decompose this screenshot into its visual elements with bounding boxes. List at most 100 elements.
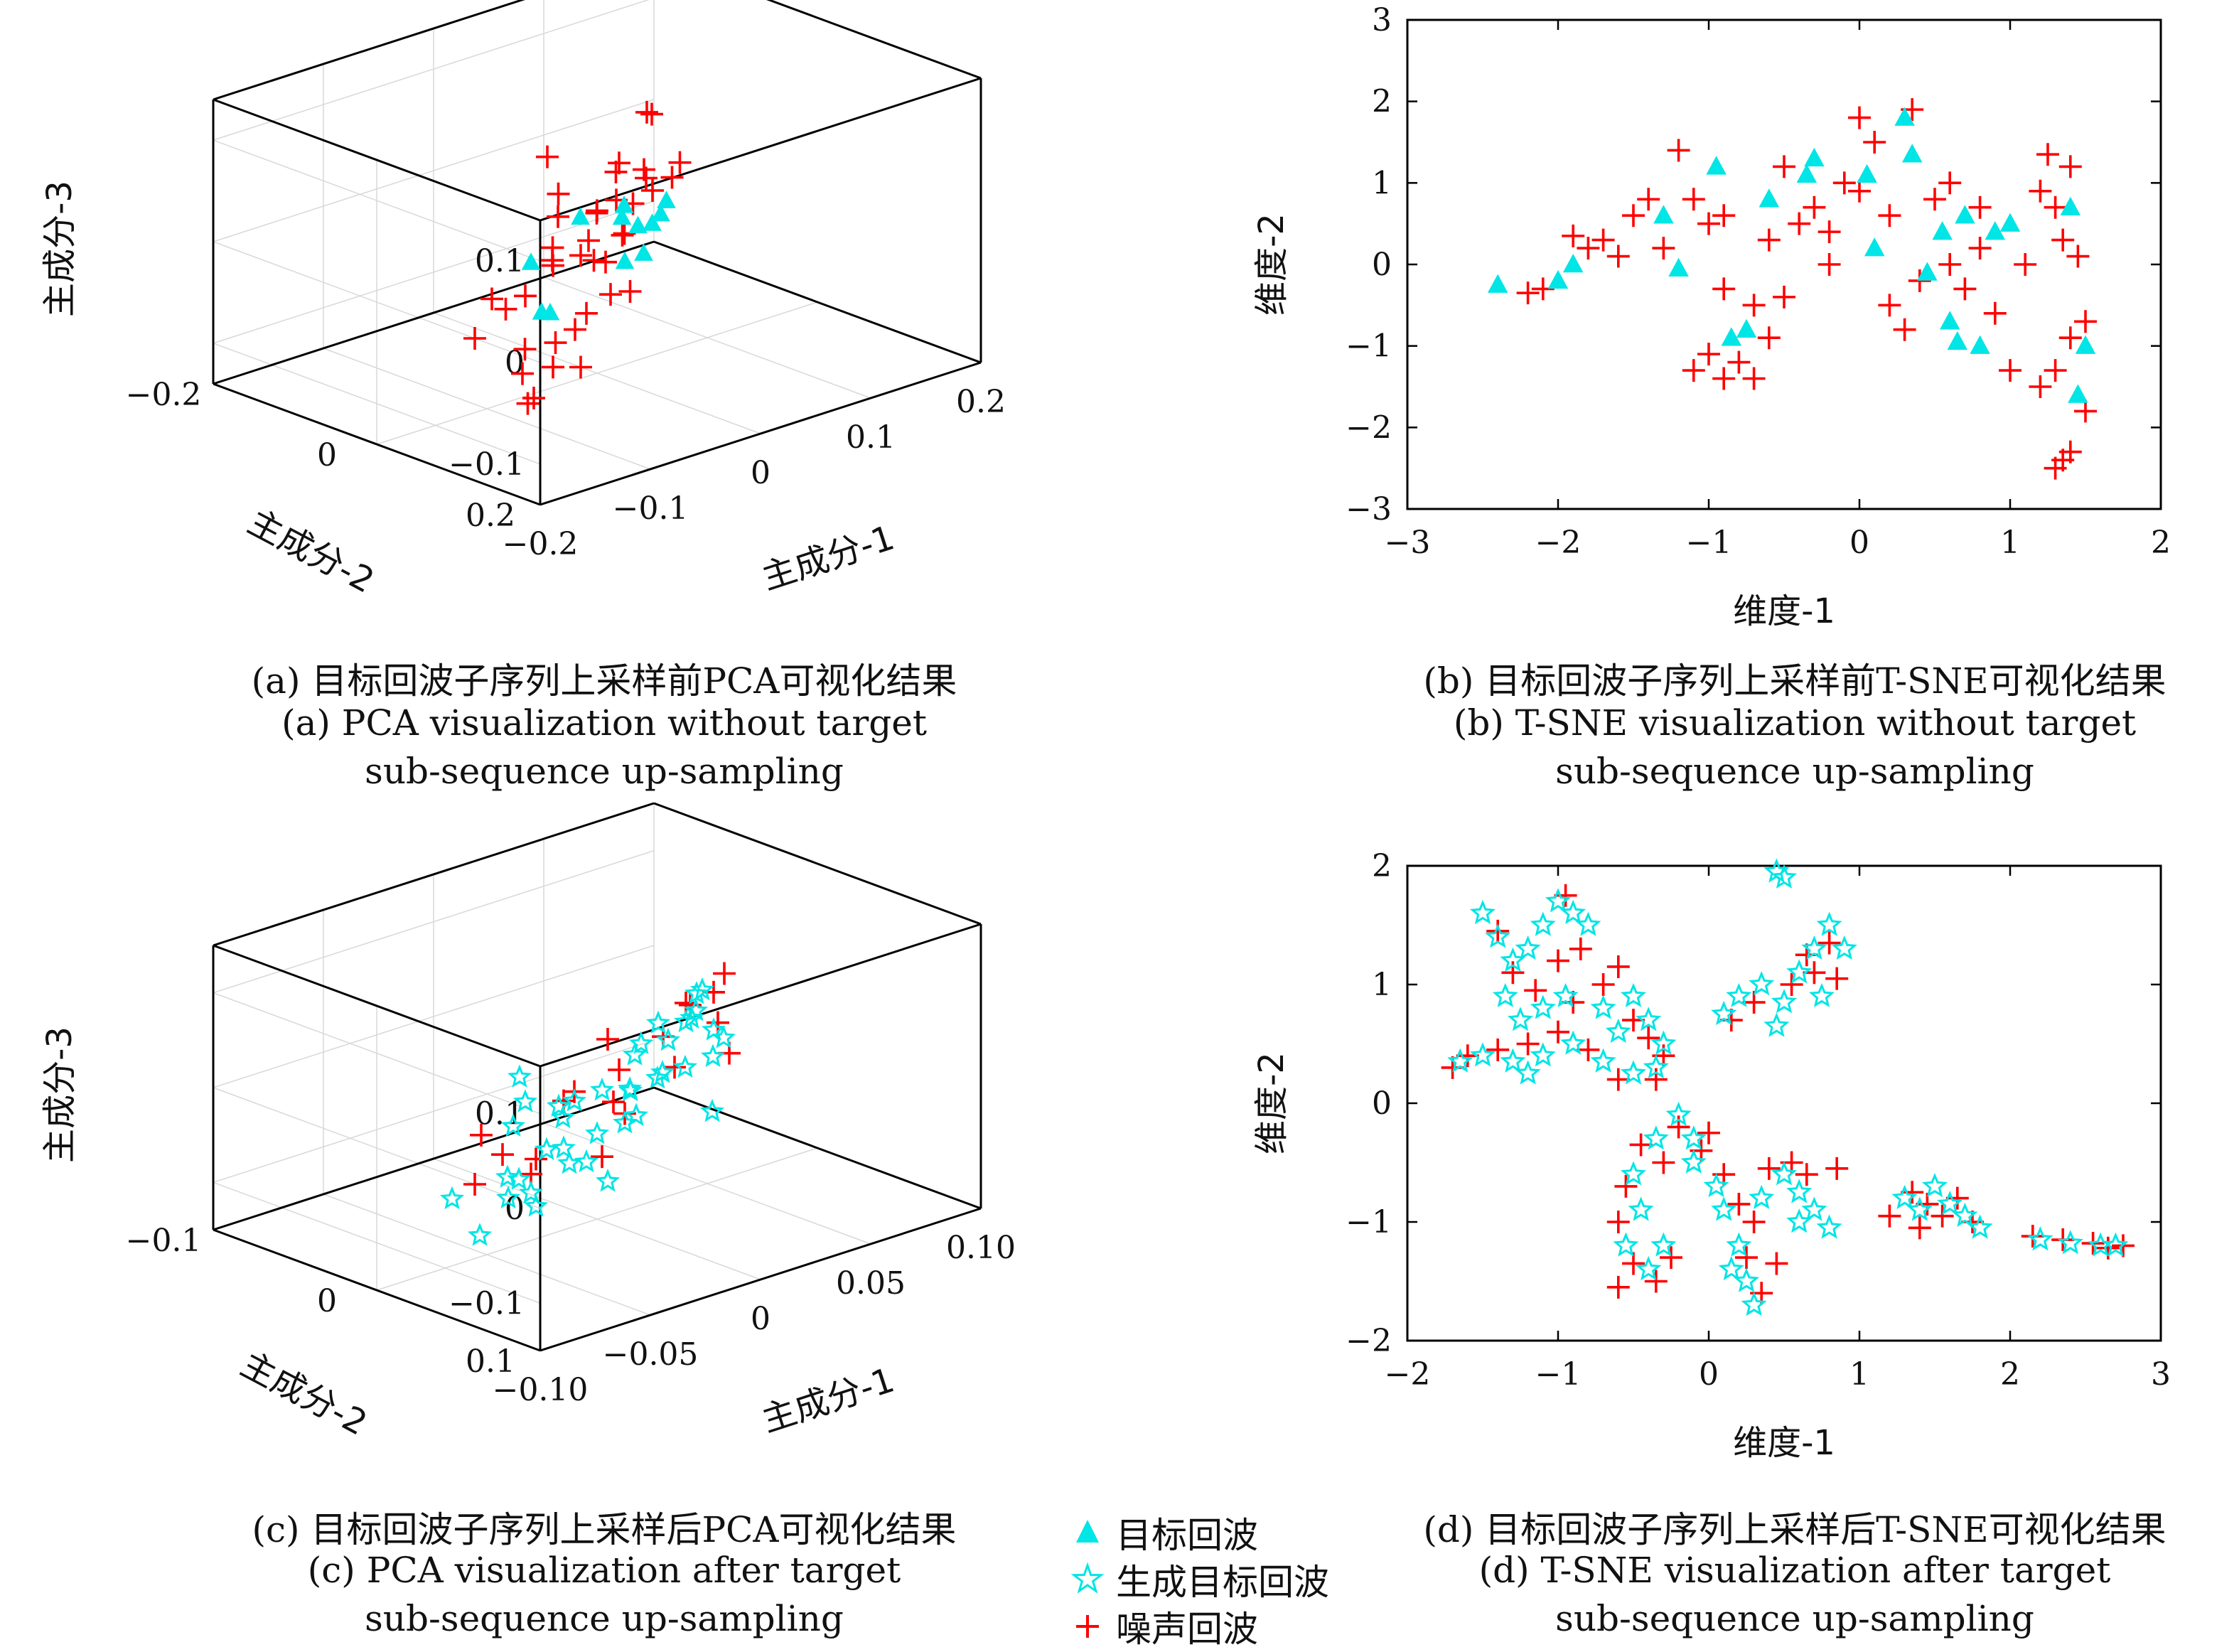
data-point	[550, 1105, 576, 1129]
data-point	[508, 1064, 532, 1088]
data-point	[611, 223, 634, 247]
data-point	[1932, 221, 1953, 240]
z-tick-label: −0.1	[449, 1285, 525, 1321]
data-point	[1547, 1020, 1569, 1044]
legend-label-noise: 噪声回波	[1116, 1609, 1258, 1650]
data-point	[590, 1077, 614, 1101]
data-point	[633, 158, 655, 181]
data-point	[622, 1042, 648, 1066]
data-point	[586, 199, 608, 222]
data-point	[591, 1145, 613, 1169]
data-point	[1605, 1018, 1631, 1044]
grid-line	[213, 992, 541, 1115]
data-point	[1771, 989, 1798, 1014]
data-point	[1711, 1196, 1737, 1221]
data-point	[1590, 1048, 1616, 1073]
data-point	[1591, 973, 1615, 996]
data-point	[512, 1089, 538, 1112]
data-point	[1757, 1157, 1781, 1180]
data-point	[521, 252, 541, 270]
y-tick-label: −1	[1346, 328, 1392, 365]
data-point	[668, 151, 692, 174]
data-point	[2074, 399, 2097, 423]
data-point	[713, 962, 736, 985]
data-point	[1906, 1196, 1933, 1221]
x-axis-label: 主成分-1	[757, 518, 899, 599]
grid-line	[213, 945, 655, 1088]
data-point	[663, 1056, 686, 1079]
data-point	[582, 249, 606, 272]
data-point	[599, 283, 622, 306]
data-point	[571, 207, 590, 225]
plus-icon	[1076, 1615, 1099, 1638]
data-point	[1953, 277, 1977, 301]
data-point	[1560, 1030, 1586, 1055]
data-point	[1921, 1173, 1948, 1198]
data-point	[1697, 212, 1720, 235]
data-point	[1547, 949, 1569, 972]
data-point	[711, 1025, 736, 1048]
points-d	[1441, 858, 2135, 1316]
data-point	[641, 179, 664, 202]
data-point	[2103, 1232, 2129, 1257]
data-point	[439, 1186, 465, 1210]
data-point	[1636, 1007, 1662, 1031]
y-tick-label: 1	[1372, 165, 1392, 201]
data-point	[1668, 257, 1689, 277]
data-point	[547, 182, 570, 205]
grid-line	[213, 241, 541, 363]
x-axis-label: 主成分-1	[757, 1361, 899, 1441]
data-point	[1469, 899, 1496, 925]
y-tick-label: 0	[1372, 247, 1392, 283]
data-point	[594, 250, 617, 274]
data-point	[467, 1223, 493, 1246]
data-point	[2029, 179, 2052, 203]
data-point	[1968, 237, 1992, 260]
data-point	[660, 166, 684, 189]
grid-line	[376, 301, 818, 445]
grid-line	[213, 1181, 541, 1304]
data-point	[650, 1060, 675, 1083]
caption-d-zh: (d) 目标回波子序列上采样后T-SNE可视化结果	[1423, 1509, 2166, 1550]
data-point	[1703, 1173, 1729, 1198]
data-point	[634, 243, 653, 261]
data-point	[523, 1194, 549, 1217]
data-point	[1817, 931, 1841, 955]
data-point	[1741, 1292, 1767, 1316]
z-tick-label: 0.1	[475, 243, 525, 279]
y-tick-label: 0.2	[466, 498, 515, 534]
data-point	[1628, 1196, 1654, 1221]
data-point	[1643, 1125, 1669, 1150]
data-point	[1816, 1214, 1842, 1239]
x-tick-label: 0.1	[846, 419, 896, 456]
data-point	[629, 1031, 653, 1054]
data-point	[1848, 179, 1871, 203]
axis-edge	[213, 98, 541, 222]
data-point	[1968, 195, 1992, 219]
data-point	[1945, 1186, 1969, 1210]
data-point	[1878, 1204, 1901, 1228]
data-point	[1931, 1204, 1954, 1228]
data-point	[1644, 1270, 1668, 1293]
data-point	[562, 1088, 587, 1112]
data-point	[2029, 375, 2052, 398]
data-point	[628, 215, 648, 234]
data-point	[1901, 144, 1923, 163]
axis-edge	[539, 361, 982, 506]
data-point	[491, 1143, 514, 1166]
data-point	[1757, 228, 1781, 252]
data-point	[1947, 331, 1968, 350]
data-point	[1500, 947, 1526, 972]
x-tick-label: 0	[751, 455, 771, 491]
caption-a-zh: (a) 目标回波子序列上采样前PCA可视化结果	[251, 660, 957, 702]
caption-c-en2: sub-sequence up-sampling	[365, 1598, 844, 1639]
data-point	[495, 1164, 520, 1188]
data-point	[1749, 1184, 1775, 1209]
data-point	[1469, 1042, 1496, 1067]
data-point	[604, 160, 628, 183]
data-point	[596, 1028, 619, 1051]
x-tick-label: −2	[1535, 525, 1582, 561]
grid-line	[376, 1147, 818, 1291]
data-point	[1878, 294, 1901, 317]
data-point	[1742, 1211, 1766, 1233]
